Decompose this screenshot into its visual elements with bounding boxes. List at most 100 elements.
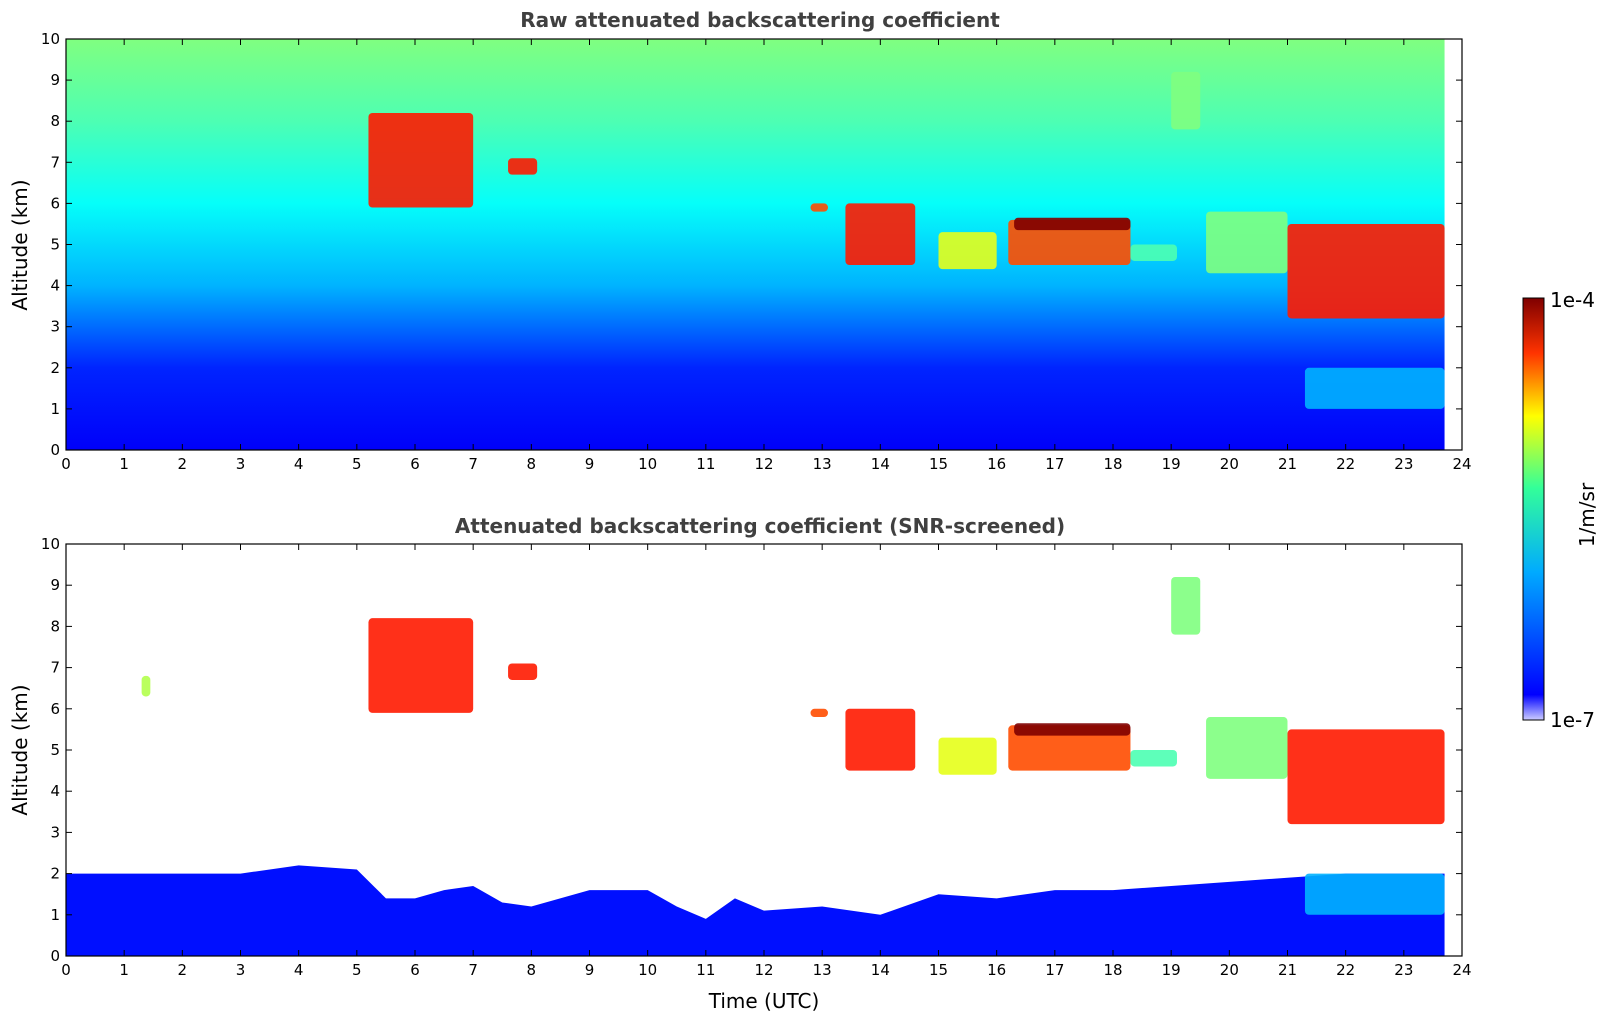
chart-title-snr: Attenuated backscattering coefficient (S…	[455, 514, 1065, 538]
colorbar-min-label: 1e-7	[1550, 708, 1595, 732]
x-tick-label-raw-9: 9	[585, 455, 595, 473]
boundary-layer-snr	[66, 865, 1445, 956]
cloud-layer-snr-9	[1171, 576, 1201, 635]
ticks-snr: 0 1 2 3 4 5 6 7 8 9 10 11 12 13 14 15 16 17 18 19 20 21 22 23 24…	[41, 535, 1472, 979]
x-tick-label-raw-3: 3	[236, 455, 246, 473]
x-tick-label-snr-4: 4	[294, 961, 304, 979]
y-tick-label-snr-6: 6	[50, 700, 60, 718]
x-tick-label-raw-6: 6	[410, 455, 420, 473]
colorbar-label: 1/m/sr	[1575, 482, 1599, 547]
cloud-layer-snr-6	[1008, 725, 1131, 771]
y-tick-label-snr-10: 10	[41, 535, 60, 553]
plot-area-snr	[66, 576, 1445, 956]
cloud-layer-snr-0	[141, 675, 151, 697]
ticks-raw: 0 1 2 3 4 5 6 7 8 9 10 11 12 13 14 15 16 17 18 19 20 21 22 23 24…	[41, 30, 1472, 473]
x-tick-label-raw-10: 10	[638, 455, 657, 473]
x-tick-label-snr-9: 9	[585, 961, 595, 979]
y-tick-label-raw-7: 7	[50, 153, 60, 171]
x-tick-label-snr-20: 20	[1220, 961, 1239, 979]
y-tick-label-raw-0: 0	[50, 441, 60, 459]
x-tick-label-snr-17: 17	[1045, 961, 1064, 979]
x-tick-label-raw-14: 14	[871, 455, 890, 473]
x-tick-label-snr-3: 3	[236, 961, 246, 979]
x-tick-label-snr-18: 18	[1103, 961, 1122, 979]
colorbar-max-label: 1e-4	[1550, 288, 1595, 312]
y-tick-label-raw-10: 10	[41, 30, 60, 48]
colorbar: 1e-4 1e-7 1/m/sr	[1522, 288, 1599, 732]
x-tick-label-raw-1: 1	[119, 455, 129, 473]
y-tick-label-raw-1: 1	[50, 400, 60, 418]
x-tick-label-snr-21: 21	[1278, 961, 1297, 979]
x-tick-label-raw-20: 20	[1220, 455, 1239, 473]
plot-area-raw	[66, 39, 1445, 450]
y-tick-label-raw-9: 9	[50, 71, 60, 89]
chart-title-raw: Raw attenuated backscattering coefficien…	[520, 8, 1000, 32]
cloud-layer-raw-4	[938, 232, 997, 270]
cloud-layer-raw-6	[1014, 217, 1131, 231]
cloud-layer-raw-0	[368, 112, 474, 208]
y-axis-label-snr: Altitude (km)	[8, 684, 32, 815]
cloud-layer-raw-10	[1287, 223, 1445, 319]
x-tick-label-snr-0: 0	[61, 961, 71, 979]
cloud-layer-snr-1	[368, 618, 474, 713]
cloud-layer-raw-5	[1008, 219, 1131, 266]
x-tick-label-snr-10: 10	[638, 961, 657, 979]
y-tick-label-snr-9: 9	[50, 576, 60, 594]
y-tick-label-raw-5: 5	[50, 236, 60, 254]
y-tick-label-raw-2: 2	[50, 359, 60, 377]
y-axis-label-raw: Altitude (km)	[8, 179, 32, 310]
x-tick-label-snr-22: 22	[1336, 961, 1355, 979]
y-tick-label-snr-7: 7	[50, 659, 60, 677]
x-tick-label-raw-7: 7	[468, 455, 478, 473]
x-tick-label-snr-23: 23	[1394, 961, 1413, 979]
y-tick-label-snr-3: 3	[50, 823, 60, 841]
cloud-layer-snr-7	[1014, 723, 1131, 736]
y-tick-label-snr-2: 2	[50, 865, 60, 883]
y-tick-label-snr-4: 4	[50, 782, 60, 800]
cloud-layer-snr-12	[1304, 873, 1445, 915]
cloud-layer-snr-4	[845, 708, 916, 771]
cloud-layer-snr-10	[1206, 717, 1288, 779]
x-tick-label-snr-14: 14	[871, 961, 890, 979]
x-tick-label-snr-2: 2	[178, 961, 188, 979]
x-tick-label-snr-16: 16	[987, 961, 1006, 979]
x-tick-label-raw-2: 2	[178, 455, 188, 473]
cloud-layer-snr-8	[1130, 750, 1177, 767]
x-tick-label-snr-24: 24	[1452, 961, 1471, 979]
x-tick-label-snr-7: 7	[468, 961, 478, 979]
x-tick-label-raw-18: 18	[1103, 455, 1122, 473]
x-tick-label-raw-21: 21	[1278, 455, 1297, 473]
x-tick-label-snr-1: 1	[119, 961, 129, 979]
cloud-layer-raw-7	[1130, 244, 1177, 261]
x-tick-label-raw-4: 4	[294, 455, 304, 473]
y-tick-label-snr-1: 1	[50, 906, 60, 924]
x-tick-label-snr-12: 12	[754, 961, 773, 979]
y-tick-label-snr-0: 0	[50, 947, 60, 965]
x-tick-label-raw-11: 11	[696, 455, 715, 473]
x-tick-label-snr-11: 11	[696, 961, 715, 979]
x-tick-label-raw-0: 0	[61, 455, 71, 473]
panel-snr: Attenuated backscattering coefficient (S…	[8, 514, 1472, 1013]
cloud-layer-raw-3	[845, 203, 916, 266]
x-tick-label-raw-5: 5	[352, 455, 362, 473]
x-tick-label-snr-15: 15	[929, 961, 948, 979]
cloud-layer-raw-2	[810, 203, 828, 212]
x-tick-label-snr-6: 6	[410, 961, 420, 979]
x-tick-label-raw-13: 13	[813, 455, 832, 473]
y-tick-label-raw-8: 8	[50, 112, 60, 130]
cloud-layer-snr-11	[1287, 729, 1445, 825]
x-tick-label-snr-19: 19	[1162, 961, 1181, 979]
cloud-layer-snr-2	[508, 663, 538, 680]
y-tick-label-snr-8: 8	[50, 617, 60, 635]
y-tick-label-raw-4: 4	[50, 277, 60, 295]
cloud-layer-snr-5	[938, 737, 997, 775]
cloud-layer-raw-11	[1304, 367, 1445, 409]
cloud-layer-snr-3	[810, 708, 828, 718]
cloud-layer-raw-8	[1171, 71, 1201, 130]
x-tick-label-raw-24: 24	[1452, 455, 1471, 473]
y-tick-label-raw-6: 6	[50, 194, 60, 212]
panel-raw: Raw attenuated backscattering coefficien…	[8, 8, 1472, 473]
x-tick-label-raw-22: 22	[1336, 455, 1355, 473]
x-tick-label-snr-5: 5	[352, 961, 362, 979]
